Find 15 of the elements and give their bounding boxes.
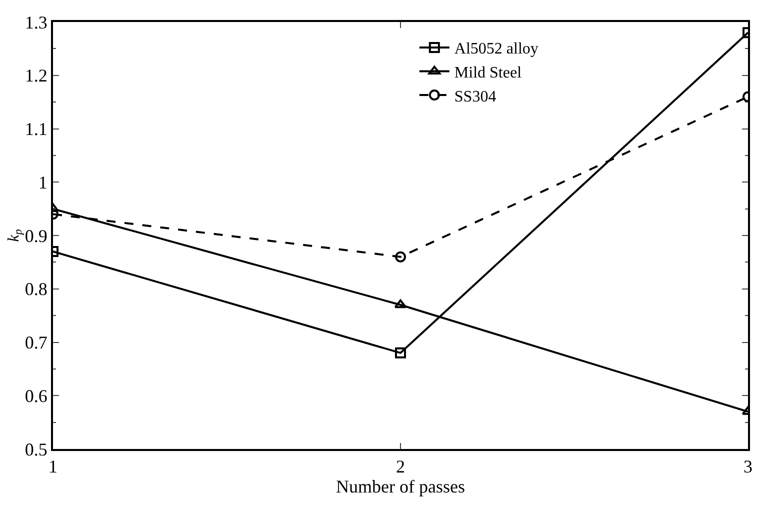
x-tick-label: 3 bbox=[744, 456, 752, 477]
y-tick-label: 0.6 bbox=[24, 386, 48, 406]
y-tick-label: 0.9 bbox=[24, 226, 48, 246]
y-tick-label: 1.1 bbox=[24, 119, 48, 140]
legend-label: Mild Steel bbox=[454, 64, 522, 82]
x-tick-label: 2 bbox=[396, 456, 405, 477]
y-tick-label: 0.8 bbox=[24, 279, 48, 300]
y-tick-label: 1.3 bbox=[24, 12, 48, 32]
y-tick-label: 1.2 bbox=[24, 66, 48, 86]
y-tick-label: 0.7 bbox=[24, 332, 48, 353]
y-tick-label: 0.5 bbox=[24, 439, 48, 460]
y-tick-label: 1 bbox=[38, 172, 48, 192]
x-axis-title: Number of passes bbox=[336, 476, 465, 497]
legend-label: Al5052 alloy bbox=[454, 40, 538, 58]
legend-label: SS304 bbox=[454, 88, 496, 106]
